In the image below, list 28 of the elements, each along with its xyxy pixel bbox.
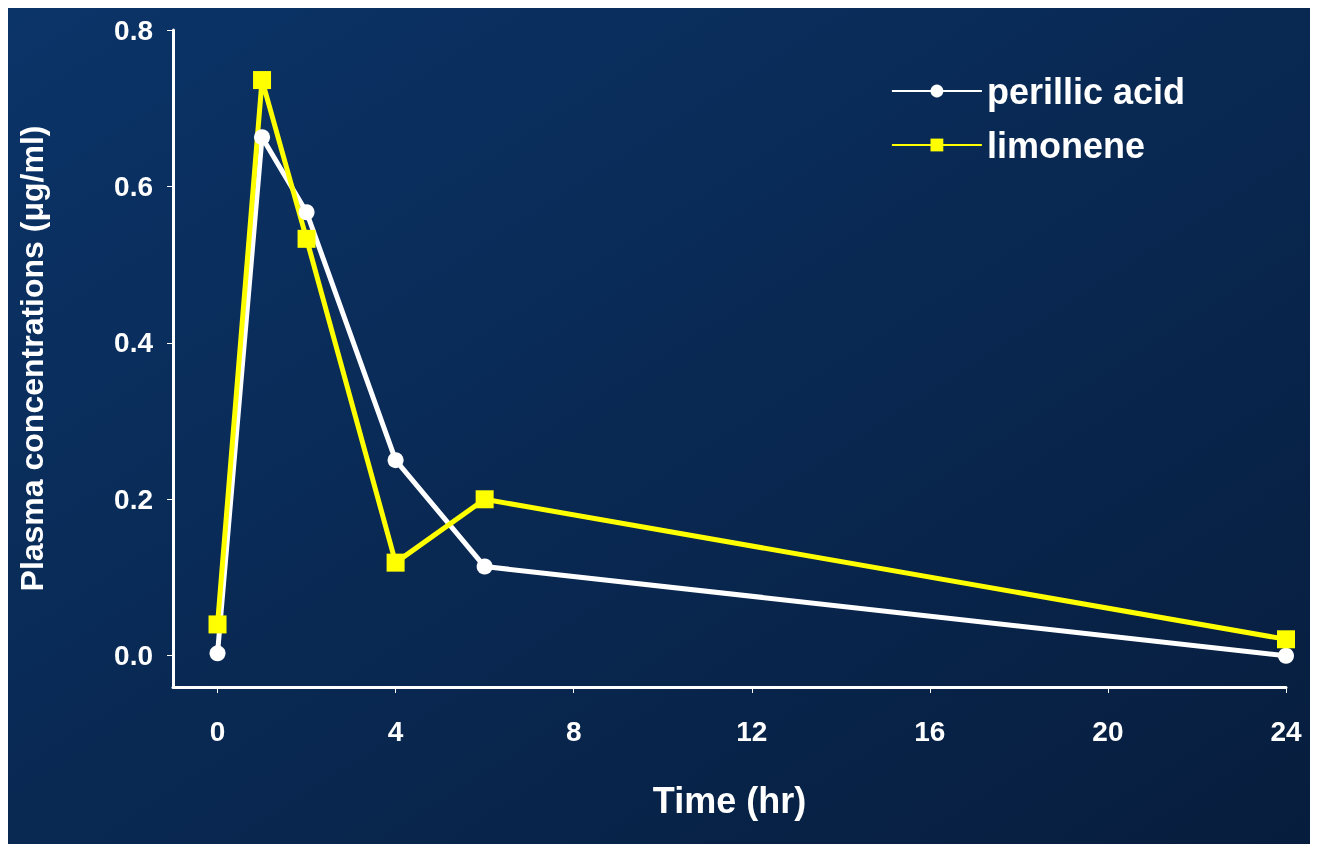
point (253, 71, 272, 90)
x-tick-label: 24 (1270, 715, 1302, 747)
y-tick-label: 0.2 (114, 483, 153, 515)
x-tick-label: 16 (914, 715, 946, 747)
x-tick-label: 4 (387, 715, 404, 747)
y-tick-label: 0.0 (114, 640, 153, 672)
point (298, 204, 315, 221)
y-axis-title: Plasma concentrations (μg/ml) (14, 125, 50, 592)
point (476, 558, 493, 575)
point (386, 553, 405, 572)
legend-label: limonene (986, 124, 1145, 166)
y-tick-label: 0.6 (114, 170, 153, 202)
y-tick-label: 0.8 (114, 14, 153, 46)
x-tick-label: 0 (209, 715, 226, 747)
y-tick-label: 0.4 (114, 327, 154, 359)
point (209, 645, 226, 662)
point (475, 490, 494, 509)
x-axis-title: Time (hr) (652, 779, 807, 821)
legend-label: perillic acid (986, 70, 1186, 112)
point (254, 129, 271, 146)
point (208, 615, 227, 634)
point (297, 229, 316, 248)
x-tick-label: 20 (1092, 715, 1124, 747)
point (1278, 647, 1294, 664)
point (1277, 630, 1295, 649)
x-tick-label: 8 (565, 715, 582, 747)
x-tick-label: 12 (736, 715, 768, 747)
point (387, 452, 404, 469)
